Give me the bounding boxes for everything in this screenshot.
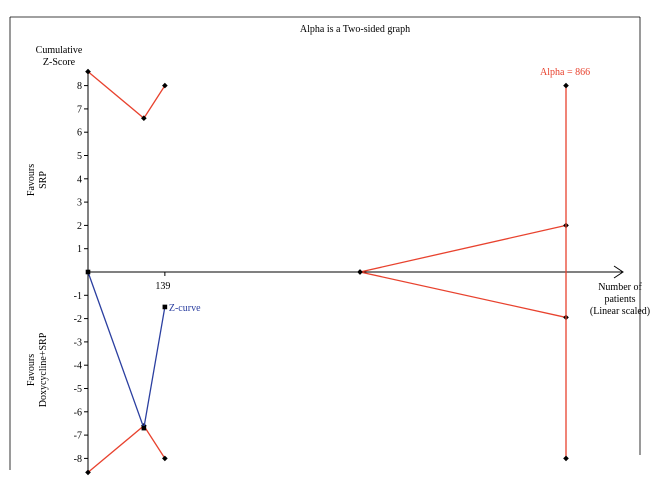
z-curve-point bbox=[141, 425, 147, 431]
y-tick-label: -4 bbox=[74, 361, 82, 372]
axes-group: 8 7 6 5 4 3 2 1 -1 -2 -3 -4 -5 -6 -7 -8 139 bbox=[74, 69, 624, 473]
favours-bottom-line-1: Favours bbox=[26, 354, 37, 386]
x-axis-title-line-1: Number of bbox=[598, 282, 642, 293]
alpha-spending-upper-line bbox=[359, 224, 567, 273]
x-tick-label: 139 bbox=[155, 281, 170, 292]
y-tick-label: -5 bbox=[74, 384, 82, 395]
ris-endpoint bbox=[563, 82, 569, 89]
y-tick-label: -8 bbox=[74, 454, 82, 465]
x-axis-arrowhead bbox=[613, 265, 624, 279]
boundary-lower-point bbox=[85, 469, 91, 476]
alpha-spending-lower-line bbox=[359, 271, 567, 319]
boundary-lower-point bbox=[162, 455, 168, 462]
y-tick-label: 1 bbox=[77, 244, 82, 255]
alpha-spending-origin-point bbox=[357, 269, 363, 275]
favours-top-line-1: Favours bbox=[26, 164, 37, 196]
y-tick-label: 5 bbox=[77, 151, 82, 162]
y-tick-label: 4 bbox=[77, 174, 82, 185]
z-curve-label: Z-curve bbox=[169, 303, 201, 314]
chart-title: Alpha is a Two-sided graph bbox=[300, 24, 410, 35]
y-tick-label: 2 bbox=[77, 221, 82, 232]
ris-endpoint bbox=[563, 455, 569, 462]
y-tick-label: -2 bbox=[74, 314, 82, 325]
boundary-upper-point bbox=[162, 82, 168, 89]
y-tick-label: 3 bbox=[77, 198, 82, 209]
y-tick-label: -1 bbox=[74, 291, 82, 302]
x-axis-title-line-3: (Linear scaled) bbox=[590, 306, 650, 317]
z-curve-point bbox=[85, 269, 91, 275]
z-curve-point bbox=[162, 304, 168, 310]
boundary-upper-point bbox=[85, 68, 91, 75]
ris-label: Alpha = 866 bbox=[540, 67, 590, 78]
favours-bottom-line-2: Doxycycline+SRP bbox=[38, 332, 49, 407]
y-axis-title-line-2: Z-Score bbox=[43, 57, 76, 68]
y-tick-label: -6 bbox=[74, 407, 82, 418]
marks-group: Alpha = 866 Z-curve bbox=[85, 67, 590, 476]
x-axis-title-line-2: patients bbox=[604, 294, 635, 305]
y-tick-label: 6 bbox=[77, 128, 82, 139]
y-tick-label: -3 bbox=[74, 337, 82, 348]
favours-top-line-2: SRP bbox=[38, 171, 49, 189]
y-tick-label: 8 bbox=[77, 81, 82, 92]
y-tick-label: -7 bbox=[74, 431, 82, 442]
y-axis-title-line-1: Cumulative bbox=[36, 45, 83, 56]
y-tick-label: 7 bbox=[77, 104, 82, 115]
boundary-upper-point bbox=[141, 115, 147, 122]
